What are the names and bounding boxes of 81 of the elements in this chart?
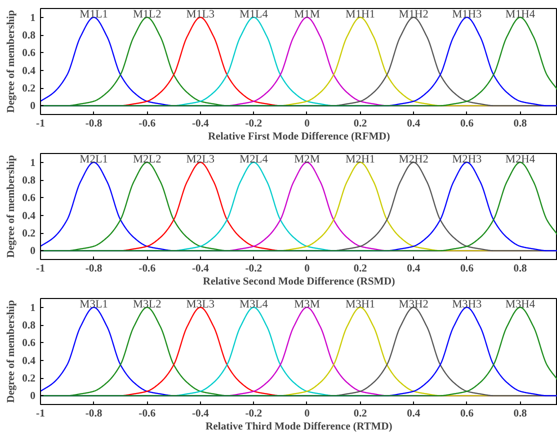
y-tick-label: 0.6 [22, 338, 36, 350]
y-tick-label: 0.4 [22, 210, 36, 222]
x-axis-title: Relative Second Mode Difference (RSMD) [202, 276, 396, 288]
series-label: M3H3 [452, 298, 482, 310]
series-label: M2H4 [505, 153, 536, 166]
x-tick-label: -1 [36, 408, 45, 420]
series-label: M3L1 [80, 298, 108, 310]
series-label: M1L4 [240, 8, 268, 20]
y-tick-label: 0.2 [22, 374, 36, 384]
y-tick-label: 1 [30, 302, 36, 314]
x-tick-label: -0.6 [138, 408, 156, 420]
x-tick-label: -0.4 [192, 118, 210, 130]
series-label: M1L1 [80, 8, 108, 20]
series-label: M2H1 [346, 153, 376, 166]
series-label: M3H1 [346, 298, 376, 310]
x-tick-label: 0.2 [354, 264, 367, 274]
y-axis-title: Degree of membership [6, 300, 18, 403]
x-tick-label: -0.2 [245, 264, 262, 274]
series-label: M2H3 [452, 153, 482, 166]
x-tick-label: -0.8 [85, 408, 102, 420]
x-tick-label: -1 [36, 118, 45, 130]
series-label: M1M [294, 8, 320, 20]
x-axis-title: Relative First Mode Difference (RFMD) [208, 132, 390, 142]
series-label: M1H2 [398, 8, 429, 20]
series-label: M3L4 [240, 298, 268, 310]
y-tick-label: 0.6 [22, 48, 36, 60]
y-axis-title: Degree of membership [6, 10, 18, 113]
series-label: M1L2 [132, 8, 162, 20]
series-label: M2L1 [80, 153, 108, 166]
y-tick-label: 0.8 [22, 30, 36, 42]
series-label: M2M [294, 153, 320, 166]
series-label: M2L3 [186, 153, 215, 166]
y-tick-label: 0.4 [22, 356, 36, 367]
x-tick-label: -0.2 [245, 118, 262, 130]
x-tick-label: -0.8 [85, 118, 102, 130]
series-label: M1H3 [452, 8, 482, 20]
x-tick-label: 0.6 [460, 264, 474, 274]
series-label: M1H4 [505, 8, 536, 20]
series-label: M3L2 [132, 298, 162, 310]
x-tick-label: 0.4 [406, 264, 421, 274]
y-tick-label: 1 [30, 158, 36, 169]
x-tick-label: -0.2 [245, 408, 262, 420]
series-label: M2H2 [398, 153, 429, 166]
x-tick-label: 0.2 [354, 118, 367, 130]
y-tick-label: 0 [30, 246, 36, 258]
series-label: M1H1 [346, 8, 376, 20]
x-tick-label: 0.8 [514, 408, 527, 420]
x-tick-label: 0.6 [460, 118, 474, 130]
y-tick-label: 0.6 [22, 193, 36, 204]
x-axis-title: Relative Third Mode Difference (RTMD) [205, 422, 393, 432]
y-tick-label: 0.8 [22, 320, 36, 332]
x-tick-label: 0 [304, 264, 310, 274]
x-tick-label: 0.4 [406, 118, 421, 130]
y-tick-label: 1 [30, 12, 36, 24]
x-tick-label: -0.6 [138, 118, 156, 130]
y-tick-label: 0.8 [22, 176, 36, 186]
x-tick-label: 0 [304, 118, 310, 130]
y-tick-label: 0.4 [22, 66, 36, 77]
x-tick-label: -0.8 [85, 264, 102, 274]
x-tick-label: -0.6 [138, 264, 156, 274]
series-label: M3L3 [186, 298, 215, 310]
series-label: M1L3 [186, 8, 215, 20]
series-label: M3M [294, 298, 320, 310]
y-tick-label: 0.2 [22, 228, 36, 240]
series-label: M2L2 [132, 153, 162, 166]
x-tick-label: -0.4 [192, 408, 210, 420]
x-tick-label: 0.8 [514, 118, 527, 130]
y-tick-label: 0 [30, 101, 36, 112]
series-label: M2L4 [240, 153, 268, 166]
x-tick-label: 0.8 [514, 264, 527, 274]
series-label: M3H2 [398, 298, 429, 310]
x-tick-label: -0.4 [192, 264, 210, 274]
x-tick-label: 0.6 [460, 408, 474, 420]
series-label: M3H4 [505, 298, 536, 310]
y-tick-label: 0.2 [22, 84, 36, 94]
x-tick-label: 0 [304, 408, 310, 420]
x-tick-label: 0.4 [406, 408, 421, 420]
x-tick-label: 0.2 [354, 408, 367, 420]
x-tick-label: -1 [36, 264, 45, 274]
y-axis-title: Degree of membership [6, 155, 18, 258]
y-tick-label: 0 [30, 391, 36, 402]
